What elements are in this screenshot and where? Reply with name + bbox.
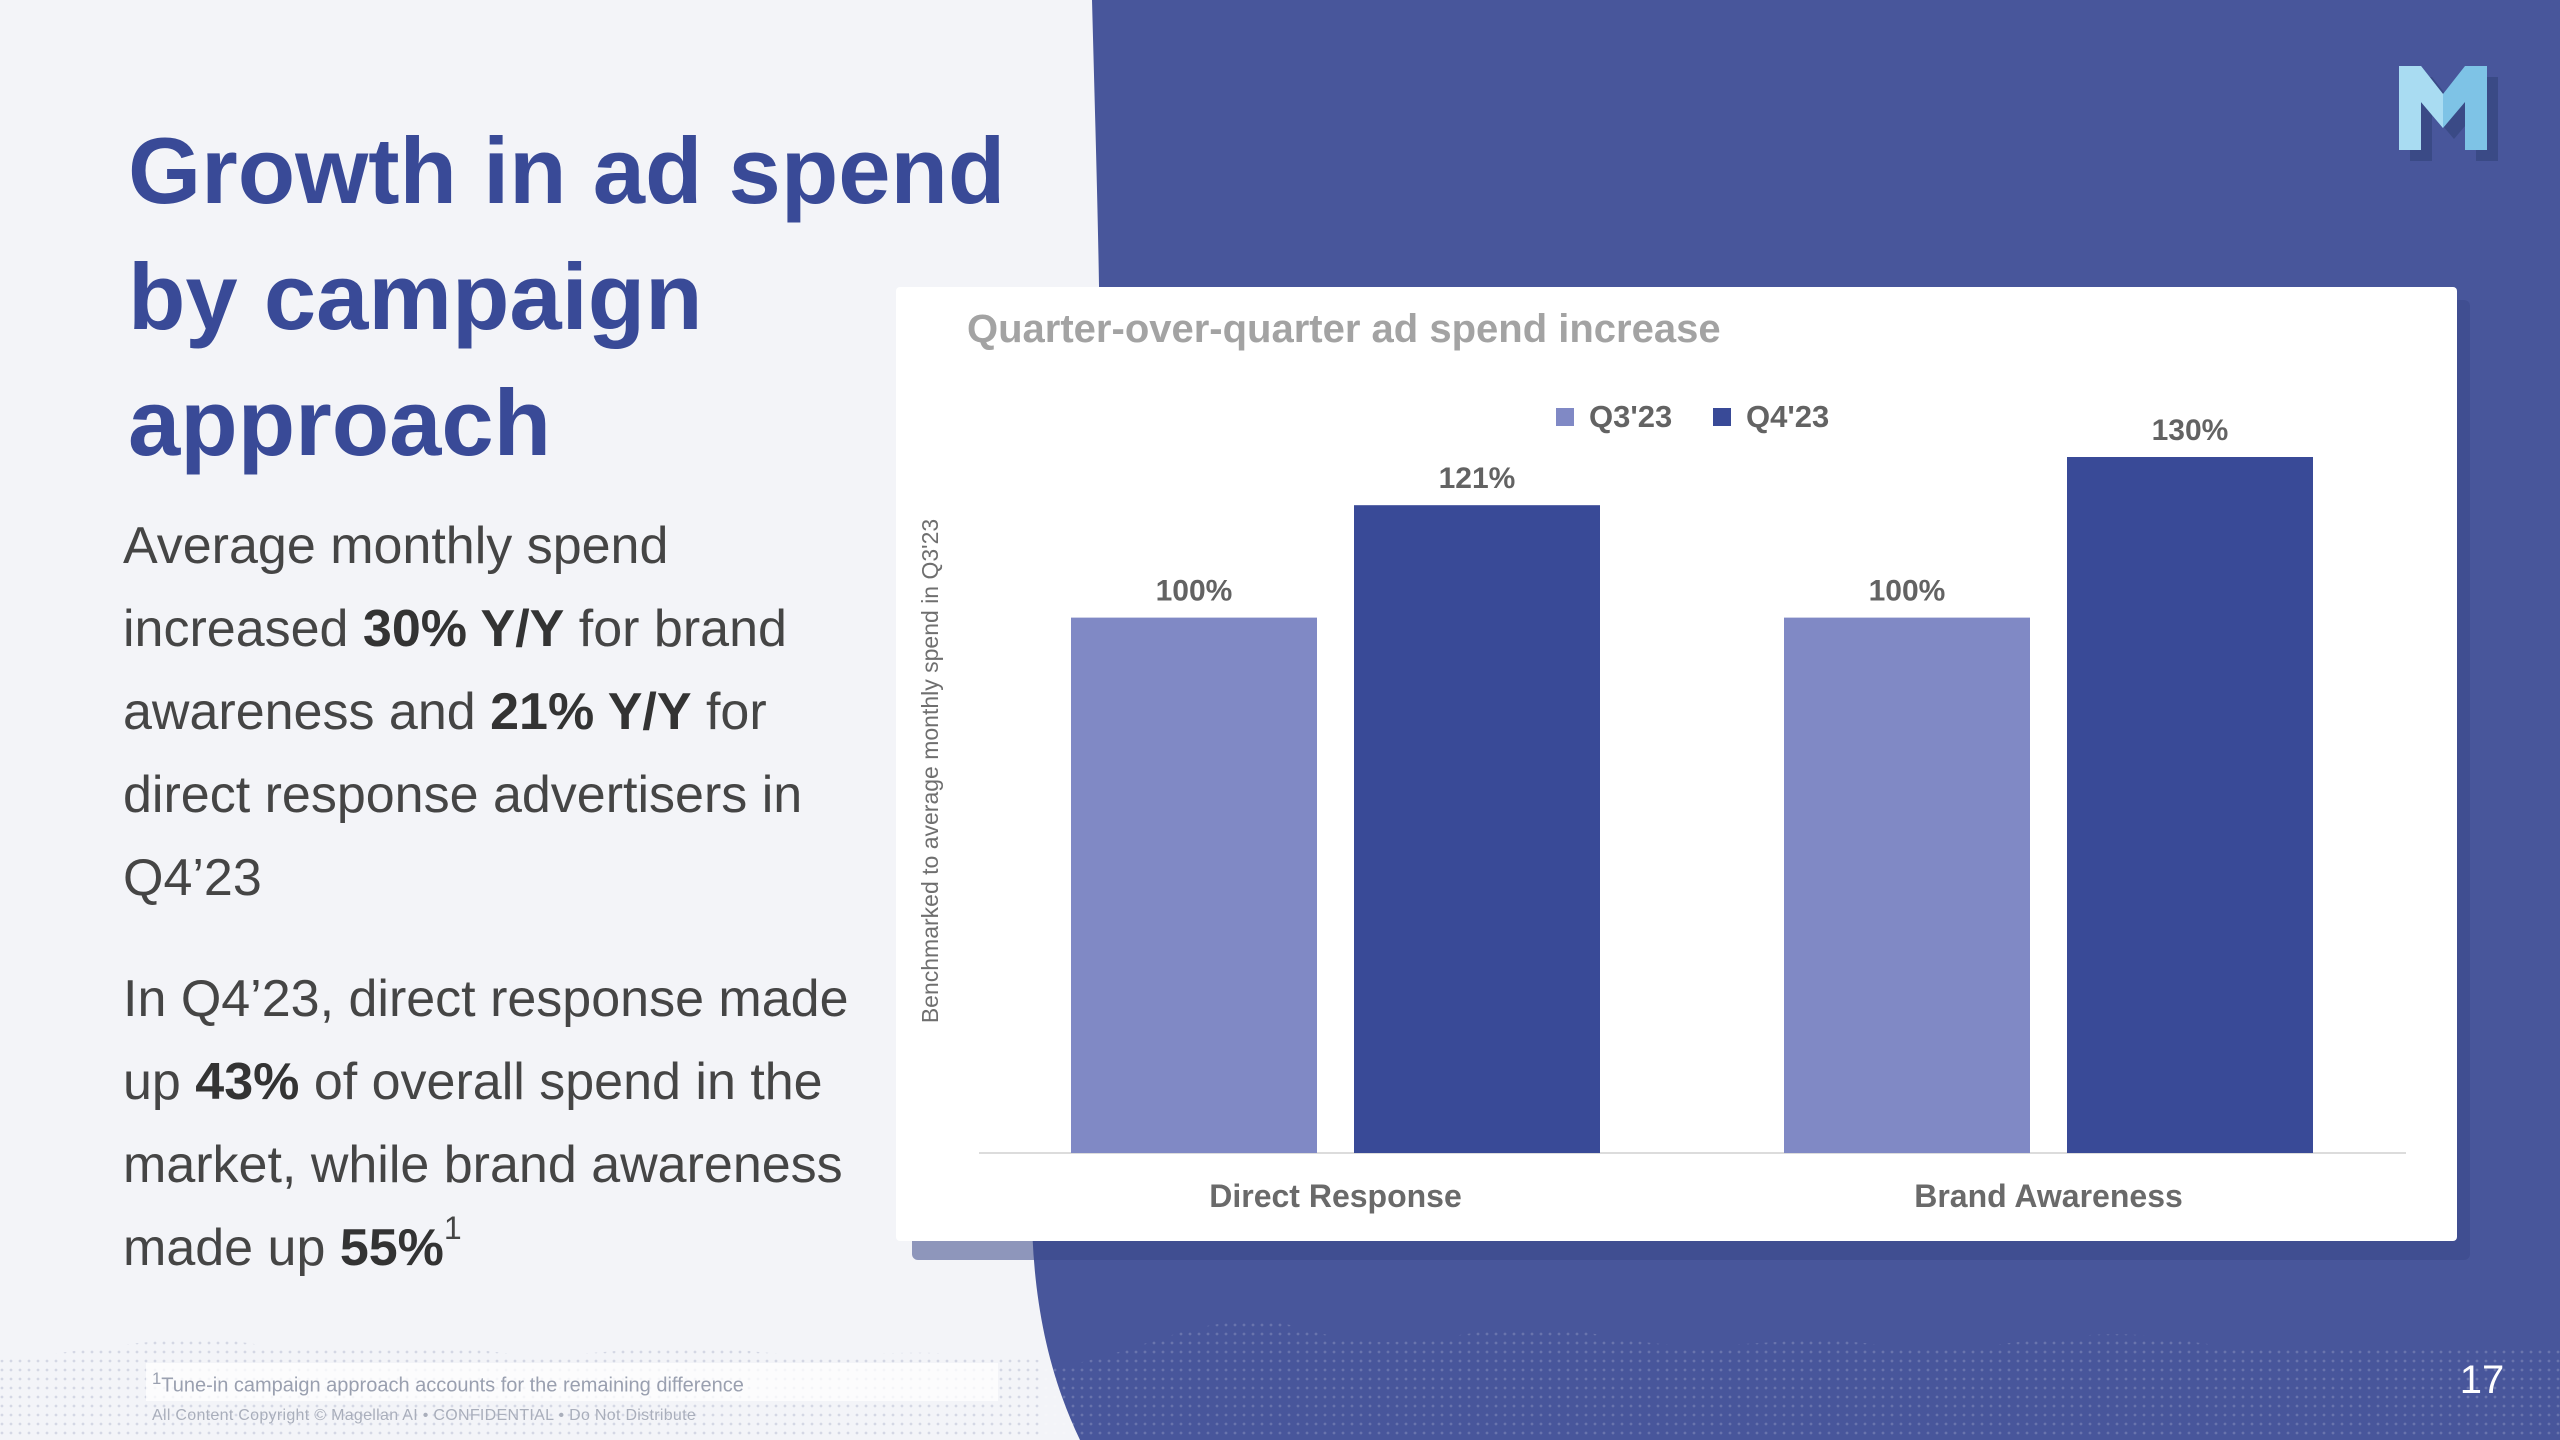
summary-paragraph-1: Average monthly spend increased 30% Y/Y … — [123, 505, 883, 920]
x-tick-label: Brand Awareness — [1914, 1178, 2183, 1214]
footnote-text: Tune-in campaign approach accounts for t… — [161, 1374, 744, 1397]
x-tick-labels-group: Direct Response Brand Awareness — [1209, 1178, 2183, 1214]
data-label: 100% — [1869, 575, 1946, 608]
footnote-box — [146, 1363, 998, 1401]
footnote-marker: 1 — [152, 1369, 162, 1388]
chart-card: Quarter-over-quarter ad spend increase Q… — [896, 287, 2457, 1241]
text-run: Average monthly spend increased — [123, 517, 669, 658]
legend-swatch — [1713, 408, 1731, 426]
bar-chart: Quarter-over-quarter ad spend increase Q… — [917, 307, 2406, 1214]
legend-label: Q4'23 — [1746, 399, 1829, 434]
wave-dots-dark — [1040, 1321, 2560, 1440]
y-axis-label: Benchmarked to average monthly spend in … — [917, 519, 943, 1023]
bar-direct-response-s1 — [1354, 505, 1600, 1153]
magellan-m-logo-icon — [2399, 66, 2498, 161]
slide-title: Growth in ad spend by campaign approach — [128, 118, 1006, 475]
data-label: 121% — [1439, 462, 1516, 495]
text-run: of overall spend in the market, while br… — [123, 1053, 843, 1277]
footnote-reference: 1 — [443, 1210, 462, 1246]
stat-brand-awareness-share: 55% — [339, 1219, 444, 1277]
x-tick-label: Direct Response — [1209, 1178, 1462, 1214]
text-run: for brand awareness and — [123, 600, 787, 741]
chart-title: Quarter-over-quarter ad spend increase — [967, 307, 1721, 351]
legend-label: Q3'23 — [1589, 399, 1672, 434]
bar-brand-awareness-s1 — [2067, 457, 2313, 1153]
summary-paragraph-2: In Q4’23, direct response made up 43% of… — [123, 958, 883, 1290]
legend-swatch — [1556, 408, 1574, 426]
footnote: 1Tune-in campaign approach accounts for … — [152, 1369, 744, 1398]
data-label: 100% — [1156, 575, 1233, 608]
bar-brand-awareness-s0 — [1784, 617, 2030, 1153]
chart-legend: Q3'23 Q4'23 — [1556, 399, 1829, 434]
copyright-notice: All Content Copyright © Magellan AI • CO… — [152, 1407, 697, 1424]
stat-direct-response-share: 43% — [195, 1053, 300, 1111]
stat-brand-awareness-yoy: 30% Y/Y — [362, 600, 565, 658]
bars-group — [1071, 457, 2313, 1153]
text-run: for direct response advertisers in Q4’23 — [123, 683, 803, 907]
page-number: 17 — [2459, 1358, 2505, 1402]
data-labels-group: 100% 121% 100% 130% — [1156, 414, 2229, 608]
data-label: 130% — [2152, 414, 2229, 447]
text-run: In Q4’23, direct response made up — [123, 970, 849, 1111]
bar-direct-response-s0 — [1071, 617, 1317, 1153]
stat-direct-response-yoy: 21% Y/Y — [490, 683, 692, 741]
